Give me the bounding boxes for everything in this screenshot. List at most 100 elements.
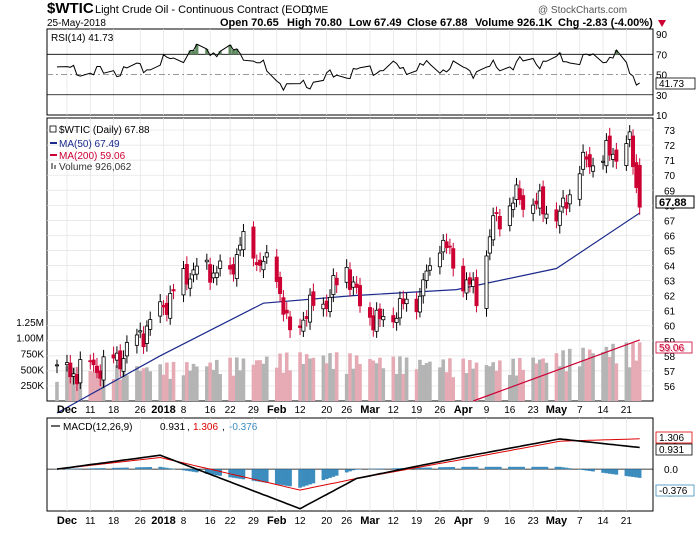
volume-tick-label: 750K <box>21 350 45 361</box>
price-tick-label: 61 <box>664 307 676 318</box>
volume-bar <box>228 357 232 401</box>
macd-line <box>56 438 640 510</box>
candle-body <box>437 252 442 268</box>
volume-bar <box>185 362 189 401</box>
rsi-tick-label: 10 <box>656 111 668 122</box>
macd-histogram-bar <box>274 469 279 485</box>
volume-bar <box>55 381 59 401</box>
macd-histogram-bar <box>391 468 396 470</box>
hist-legend-value: -0.376 <box>229 422 258 433</box>
instrument-name: Light Crude Oil - Continuous Contract (E… <box>95 4 313 16</box>
volume-bar <box>301 363 306 401</box>
macd-histogram-bar <box>348 469 352 472</box>
macd-histogram-bar <box>304 469 309 486</box>
candle-body <box>324 300 329 310</box>
volume-bar <box>601 351 605 401</box>
candle-body <box>54 364 59 367</box>
candle-body <box>381 316 386 321</box>
macd-histogram-bar <box>88 468 93 470</box>
candle-body <box>194 265 199 275</box>
candle-body <box>98 370 103 379</box>
volume-bar <box>567 348 572 401</box>
macd-histogram-bar <box>394 468 399 470</box>
macd-frame <box>46 417 654 512</box>
date-tick-label: 12 <box>294 405 306 416</box>
price-tick-label: 58 <box>664 352 676 363</box>
macd-histogram-bar <box>141 467 146 470</box>
date-tick-label: May <box>546 404 568 416</box>
macd-histogram-bar <box>514 466 519 470</box>
macd-histogram-bar <box>488 466 492 470</box>
volume-bar <box>308 358 312 401</box>
macd-histogram-bar <box>444 467 449 470</box>
macd-histogram-bar <box>298 469 302 488</box>
date-tick-label: 2018 <box>151 404 175 416</box>
price-legend-swatch <box>49 125 57 133</box>
volume-bar <box>604 346 609 401</box>
volume-bar <box>231 375 236 401</box>
date-tick-label: Feb <box>267 404 287 416</box>
date-tick-label: 8 <box>181 405 187 416</box>
volume-bar <box>404 357 409 401</box>
candle-body <box>494 212 499 214</box>
volume-bar <box>215 359 219 401</box>
macd-histogram-bar <box>368 468 372 470</box>
date-tick-label: 12 <box>294 516 306 527</box>
macd-histogram-bar <box>468 466 472 470</box>
macd-histogram-bar <box>185 469 189 471</box>
volume-bar <box>334 352 339 401</box>
ma200-last-label: 59.06 <box>659 343 684 354</box>
candle-body <box>417 295 422 313</box>
volume-bar <box>624 342 629 401</box>
candle-body <box>218 260 223 269</box>
candle-body <box>564 202 569 209</box>
volume-bar <box>264 356 269 401</box>
candle-body <box>447 245 452 248</box>
macd-histogram-bar <box>205 469 209 474</box>
volume-bar <box>368 358 372 401</box>
candle-body <box>254 262 259 265</box>
candle-body <box>611 153 616 160</box>
candle-body <box>367 307 372 318</box>
candle-body <box>581 151 586 170</box>
macd-histogram-bar <box>464 466 469 470</box>
date-tick-label: 21 <box>621 516 633 527</box>
candle-body <box>507 205 512 226</box>
volume-bar <box>637 342 642 401</box>
macd-date-axis: Dec 11 18 26 2018 8 16 22 29 Feb 12 20 26 Mar 12 19 26 Ap… <box>57 515 632 527</box>
macd-histogram-bar <box>171 468 176 470</box>
volume-bar <box>161 374 166 401</box>
candle-body <box>161 304 166 308</box>
candle-body <box>311 291 316 306</box>
candle-body <box>534 200 539 205</box>
macd-histogram-bar <box>521 466 525 470</box>
volume-bar <box>438 367 442 401</box>
candle-body <box>138 330 143 333</box>
macd-histogram-bar <box>491 466 495 470</box>
volume-bar <box>68 377 73 401</box>
volume-bar <box>631 342 635 401</box>
candle-body <box>521 195 526 210</box>
date-tick-label: 26 <box>341 516 353 527</box>
high-value: High 70.80 <box>287 17 342 29</box>
price-tick-label: 64 <box>664 262 676 273</box>
candle-body <box>171 289 176 292</box>
down-triangle-icon <box>658 20 666 27</box>
signal-last-box <box>655 431 693 444</box>
macd-histogram-bar <box>145 467 149 470</box>
date-tick-label: 21 <box>621 405 633 416</box>
volume-bar <box>391 356 396 401</box>
volume-bar <box>418 359 422 401</box>
macd-histogram-bar <box>254 469 259 482</box>
volume-bar <box>371 360 376 401</box>
ma50-legend: MA(50) 67.49 <box>59 139 120 150</box>
volume-bar <box>254 360 259 401</box>
macd-histogram-bar <box>624 469 629 477</box>
price-tick-label: 62 <box>664 292 676 303</box>
volume-bar <box>148 371 153 401</box>
macd-histogram-bar <box>414 467 419 470</box>
candle-body <box>541 186 546 215</box>
volume-bar <box>311 357 316 401</box>
volume-legend: Volume 926,062 <box>59 162 132 173</box>
candle-body <box>191 269 196 276</box>
